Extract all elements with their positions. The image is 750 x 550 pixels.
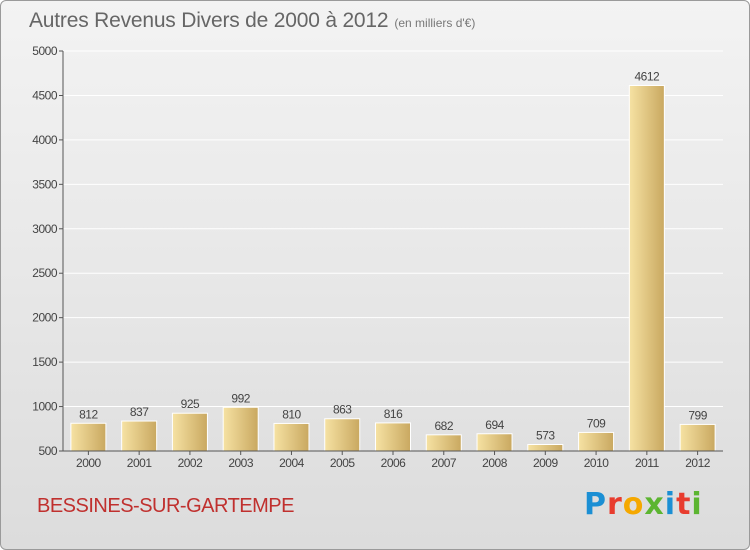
chart-subtitle: (en milliers d'€) — [394, 16, 476, 30]
bar — [679, 423, 716, 452]
x-tick-label: 2002 — [178, 456, 204, 470]
y-tick-label: 3000 — [32, 222, 58, 236]
y-tick-label: 5000 — [32, 44, 58, 58]
data-label: 863 — [333, 403, 352, 417]
grid-lines — [63, 50, 723, 408]
data-label: 573 — [536, 429, 555, 443]
data-label: 812 — [79, 407, 98, 421]
logo-letter: x — [644, 487, 665, 522]
x-tick-label: 2000 — [76, 456, 102, 470]
bar — [273, 422, 310, 452]
y-tick-label: 4000 — [32, 133, 58, 147]
chart-title: Autres Revenus Divers de 2000 à 2012 (en … — [29, 9, 475, 33]
x-tick-label: 2007 — [431, 456, 457, 470]
logo-letter: o — [622, 487, 645, 522]
y-tick-label: 2000 — [32, 311, 58, 325]
x-tick-label: 2010 — [584, 456, 610, 470]
bar — [425, 434, 462, 452]
bar — [527, 444, 564, 452]
logo-letter: P — [584, 487, 607, 522]
data-label: 816 — [384, 407, 403, 421]
data-label: 810 — [282, 407, 301, 421]
x-tick-label: 2005 — [330, 456, 356, 470]
chart-title-text: Autres Revenus Divers de 2000 à 2012 — [29, 9, 389, 32]
data-label: 709 — [587, 416, 606, 430]
bar — [171, 412, 208, 452]
proxiti-logo: Proxiti — [584, 487, 703, 522]
logo-letter: i — [664, 487, 677, 522]
x-tick-label: 2003 — [228, 456, 254, 470]
x-tick-label: 2008 — [482, 456, 508, 470]
logo-letter: r — [607, 487, 623, 522]
axes: 500 1000 1500 2000 2500 3000 3500 4000 4500 5000 2… — [32, 44, 723, 470]
y-tick-label: 4500 — [32, 88, 58, 102]
x-tick-label: 2012 — [685, 456, 711, 470]
bar — [222, 406, 259, 452]
data-label: 925 — [181, 397, 200, 411]
data-label: 682 — [435, 419, 454, 433]
logo-letter: t — [676, 487, 692, 522]
bar — [375, 422, 411, 452]
y-tick-label: 2500 — [32, 266, 58, 280]
data-label: 694 — [485, 418, 504, 432]
y-tick-label: 3500 — [32, 177, 58, 191]
bar — [578, 431, 615, 452]
logo-letter: i — [691, 487, 703, 522]
data-label: 4612 — [634, 69, 660, 83]
data-label: 799 — [688, 408, 707, 422]
x-tick-label: 2001 — [127, 456, 153, 470]
data-label: 992 — [231, 391, 250, 405]
x-tick-label: 2011 — [635, 456, 660, 470]
data-labels: 812 837 925 992 810 863 816 682 694 573 709 4612 799 — [79, 69, 708, 442]
bar — [324, 418, 361, 452]
bar — [476, 433, 513, 452]
data-label: 837 — [130, 405, 149, 419]
y-tick-label: 500 — [38, 444, 57, 458]
x-tick-label: 2004 — [279, 456, 305, 470]
bar — [628, 84, 665, 452]
y-tick-label: 1000 — [32, 400, 58, 414]
bars — [70, 84, 716, 452]
commune-name: BESSINES-SUR-GARTEMPE — [37, 495, 294, 517]
y-tick-label: 1500 — [32, 355, 58, 369]
bar — [70, 422, 107, 452]
bar — [121, 420, 158, 452]
x-tick-label: 2006 — [381, 456, 407, 470]
x-tick-label: 2009 — [533, 456, 559, 470]
